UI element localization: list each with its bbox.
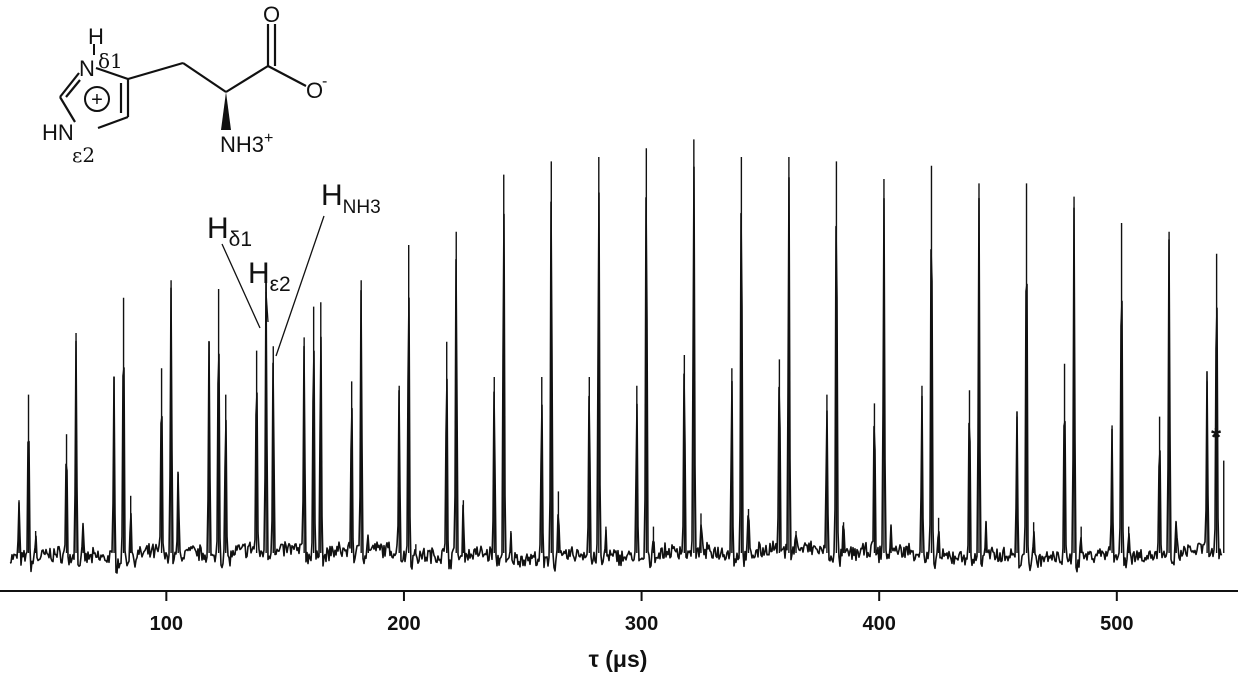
echo-peaks <box>18 139 1225 553</box>
atom-label-epsilon2: ε2 <box>72 143 95 167</box>
ring-bond <box>97 115 129 130</box>
ring-bond <box>59 96 76 123</box>
annotation-leader-h-epsilon2 <box>265 291 269 323</box>
side-chain-bond <box>225 65 269 93</box>
annotation-h-delta1: Hδ1 <box>207 212 261 329</box>
annotation-h-nh3-label: HNH3 <box>321 179 381 218</box>
ring-double-bond <box>65 79 81 98</box>
histidine-structure-inset: + H N δ1 HN ε2 O O - NH3+ <box>42 2 327 167</box>
x-tick-label: 200 <box>387 613 420 635</box>
signal-trace <box>9 166 1223 574</box>
annotation-h-delta1-label: Hδ1 <box>207 212 252 251</box>
x-axis-title: τ (μs) <box>589 646 648 672</box>
x-axis-ticks: 100 200 300 400 500 <box>150 591 1134 635</box>
x-tick-label: 400 <box>863 613 896 635</box>
atom-label-nh3: NH3+ <box>220 130 273 157</box>
carboxylate-bond <box>267 65 307 87</box>
ring-charge-plus: + <box>91 89 103 111</box>
atom-label-hn: HN <box>42 120 74 145</box>
x-tick-label: 300 <box>625 613 658 635</box>
ring-bond <box>59 72 80 98</box>
annotation-h-epsilon2: Hε2 <box>248 257 291 323</box>
annotation-leader-h-delta1 <box>221 243 261 329</box>
side-chain-bond <box>182 62 227 93</box>
ring-bond <box>95 66 129 81</box>
annotation-leader-h-nh3 <box>275 215 325 357</box>
side-chain-bond <box>127 61 184 81</box>
annotation-h-nh3: HNH3 <box>275 179 381 357</box>
annotation-h-epsilon2-label: Hε2 <box>248 257 291 296</box>
atom-label-minus-charge: - <box>322 73 327 90</box>
atom-label-delta1: δ1 <box>98 49 123 73</box>
positive-charge-circle <box>84 86 110 112</box>
atom-label-o-carbonyl: O <box>263 2 280 27</box>
atom-label-n-delta1: N <box>79 56 95 81</box>
atom-label-o-minus: O <box>306 78 323 103</box>
x-tick-label: 100 <box>150 613 183 635</box>
asterisk-annotation: * <box>1211 422 1222 452</box>
atom-label-h-top: H <box>88 24 104 49</box>
x-tick-label: 500 <box>1100 613 1133 635</box>
wedge-bond <box>221 92 231 130</box>
